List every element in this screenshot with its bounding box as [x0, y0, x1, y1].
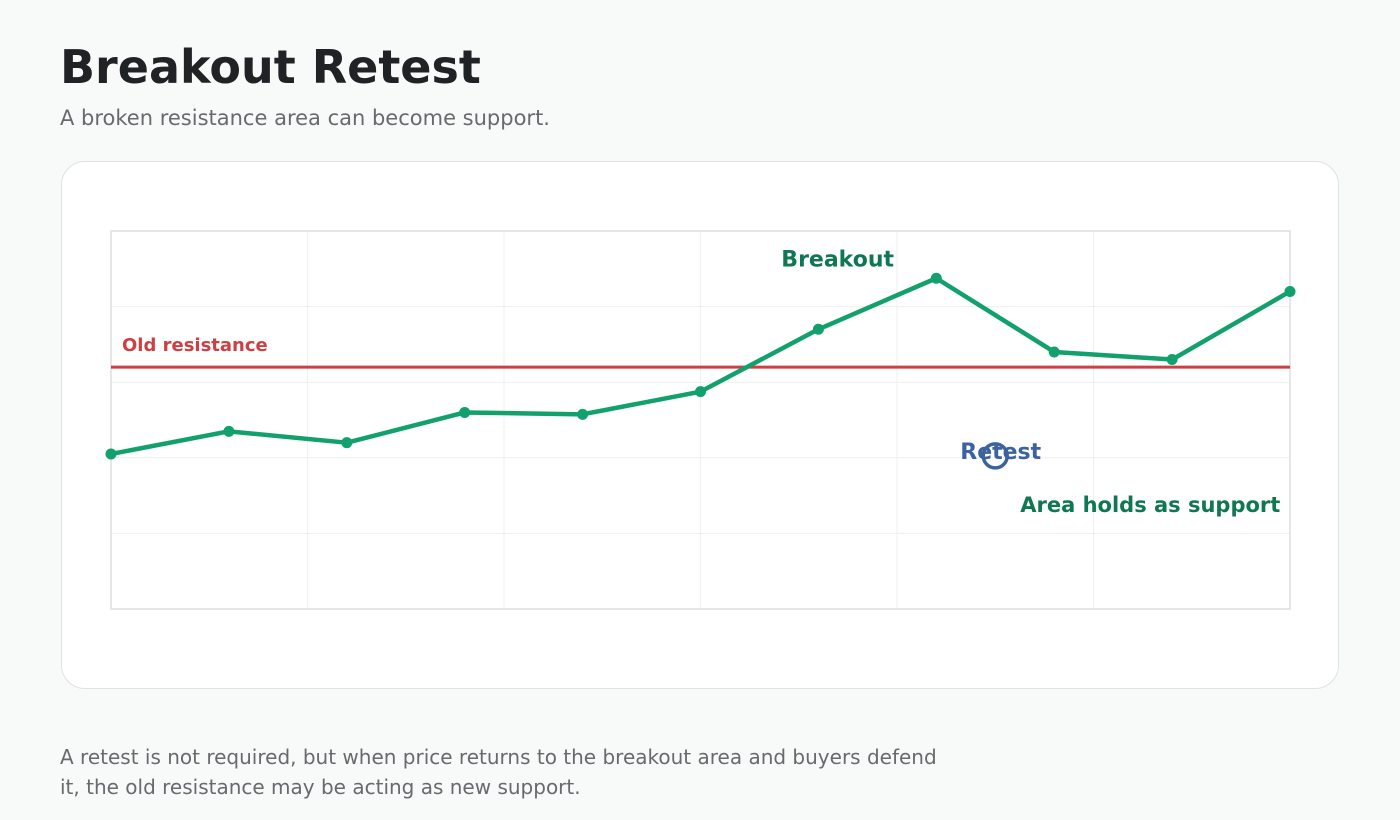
page-title: Breakout Retest — [60, 40, 481, 94]
price-point-4 — [577, 408, 589, 420]
support-label: Area holds as support — [1020, 493, 1280, 517]
retest-marker — [981, 442, 1009, 470]
explanation-note: A retest is not required, but when price… — [60, 745, 937, 799]
page-subtitle: A broken resistance area can become supp… — [60, 106, 550, 130]
grid — [111, 231, 1290, 609]
price-point-6 — [812, 323, 824, 335]
price-point-7 — [930, 272, 942, 284]
price-point-3 — [459, 406, 471, 418]
price-points — [105, 272, 1296, 460]
price-point-8 — [1048, 346, 1060, 358]
breakout-label: Breakout — [781, 247, 894, 272]
resistance-label: Old resistance — [122, 335, 268, 356]
price-point-0 — [105, 448, 117, 460]
price-point-5 — [695, 386, 706, 398]
plot-frame — [110, 230, 1291, 610]
price-point-10 — [1284, 285, 1296, 297]
price-point-1 — [223, 425, 235, 437]
price-point-9 — [1166, 354, 1178, 366]
price-point-2 — [341, 437, 353, 449]
